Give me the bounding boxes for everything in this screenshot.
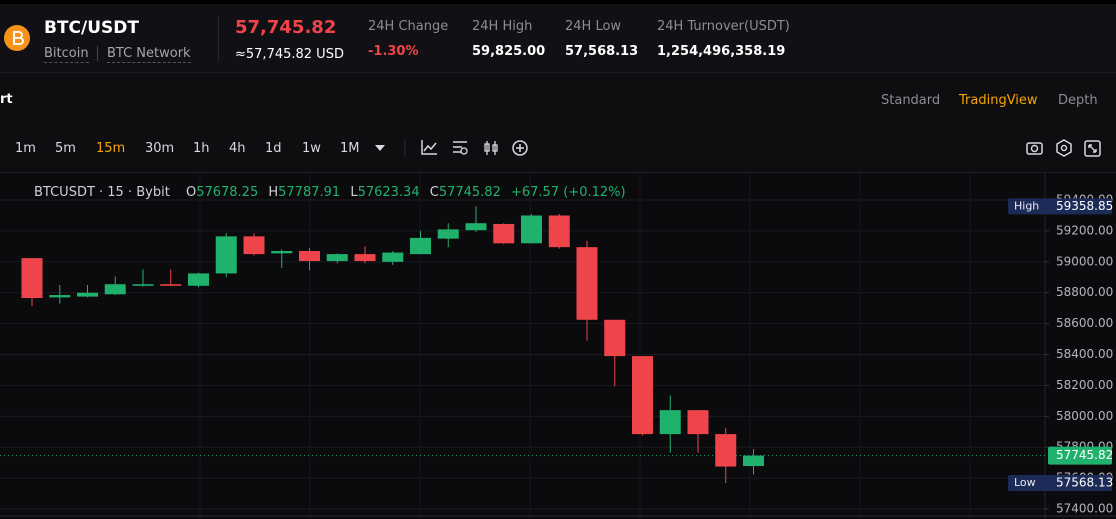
symbol: BTCUSDT · 15 · Bybit	[34, 185, 170, 200]
network-name[interactable]: BTC Network	[107, 46, 191, 63]
y-tick-label: 59200.00	[1056, 223, 1113, 237]
y-tick-label: 58000.00	[1056, 409, 1113, 423]
interval[interactable]: 15m	[96, 141, 126, 156]
candle-body	[604, 319, 626, 357]
price-tag-label: High	[1014, 199, 1039, 212]
candle-body	[465, 223, 487, 231]
ohlc-key: L	[350, 185, 358, 200]
template-icon[interactable]	[453, 141, 467, 153]
stat-label: 24H Turnover(USDT)	[657, 19, 790, 34]
candle-body	[548, 215, 570, 248]
candle-body	[410, 237, 431, 255]
chart-tab[interactable]: rt	[0, 92, 13, 107]
candle-body	[687, 410, 709, 435]
candle-icon[interactable]	[486, 141, 496, 155]
candle-body	[715, 434, 737, 467]
view-tab[interactable]: Standard	[881, 93, 941, 108]
y-tick-label: 58200.00	[1056, 378, 1113, 392]
y-tick-label: 58800.00	[1056, 285, 1113, 299]
interval[interactable]: 30m	[145, 141, 175, 156]
candle-body	[243, 236, 265, 255]
divider	[97, 46, 98, 61]
candle-body	[326, 254, 348, 262]
interval[interactable]: 4h	[229, 141, 246, 156]
ohlc-key: O	[185, 185, 197, 200]
price-tag-bg	[1008, 475, 1112, 492]
ohlc-value: 57623.34	[357, 185, 420, 200]
ohlc-value: 57745.82	[438, 185, 501, 200]
price-tag-value: 59358.85	[1056, 199, 1113, 213]
y-tick-label: 59000.00	[1056, 254, 1113, 268]
candle-body	[659, 410, 681, 435]
candle-body	[354, 254, 376, 262]
fullscreen-icon[interactable]	[1084, 140, 1101, 157]
candle-body	[271, 251, 293, 254]
stat-value: 1,254,496,358.19	[657, 44, 786, 59]
y-tick-label: 58400.00	[1056, 347, 1113, 361]
stat-label: 24H Low	[565, 19, 622, 34]
price-tag-bg	[1048, 446, 1112, 465]
candle-body	[382, 252, 404, 262]
candle-body	[521, 215, 542, 244]
chart: 57400.0057600.0057800.0058000.0058200.00…	[0, 172, 1116, 519]
stat-value: 57,568.13	[565, 44, 639, 59]
candle-body	[160, 284, 182, 286]
interval[interactable]: 1h	[193, 141, 210, 156]
stat-label: 24H High	[472, 19, 533, 34]
indicator-icon[interactable]	[421, 140, 437, 155]
ohlc-value: 57787.91	[278, 185, 341, 200]
price-usd: ≈57,745.82 USD	[235, 47, 344, 62]
price-tag-label: Low	[1014, 476, 1036, 489]
toolbar-icons	[375, 138, 1101, 158]
add-icon[interactable]	[512, 140, 528, 156]
candle-body	[188, 273, 209, 286]
candle-body	[493, 223, 515, 244]
candle-body	[632, 356, 653, 435]
candle-body	[299, 251, 320, 262]
header: BTC/USDT Bitcoin BTC Network 57,745.82 ≈…	[0, 4, 1116, 73]
dropdown-icon[interactable]	[375, 145, 385, 151]
coin-icon	[4, 25, 30, 51]
ohlc-value: 57678.25	[196, 185, 259, 200]
candle-body	[21, 258, 43, 298]
candle-body	[215, 236, 237, 274]
candle-body	[104, 284, 126, 295]
divider	[218, 16, 219, 62]
stat-label: 24H Change	[368, 19, 449, 34]
ohlc-key: H	[268, 185, 279, 200]
chart-legend: BTCUSDT · 15 · Bybit O57678.25 H57787.91…	[34, 185, 626, 200]
candle-body	[576, 247, 598, 320]
interval[interactable]: 1d	[265, 141, 282, 156]
y-tick-label: 57400.00	[1056, 502, 1113, 516]
camera-icon[interactable]	[1026, 142, 1043, 155]
coin-name[interactable]: Bitcoin	[44, 46, 89, 63]
change: +67.57 (+0.12%)	[510, 185, 626, 200]
price-tag-value: 57745.82	[1056, 448, 1113, 462]
view-tab[interactable]: TradingView	[959, 93, 1038, 108]
candle-body	[77, 292, 98, 297]
interval[interactable]: 5m	[55, 141, 76, 156]
candle-body	[437, 229, 459, 239]
candle-body	[132, 284, 154, 286]
stat-value: -1.30%	[368, 44, 419, 59]
interval[interactable]: 1m	[15, 141, 36, 156]
stat-value: 59,825.00	[472, 44, 546, 59]
top-bar	[0, 0, 1116, 4]
ohlc-key: C	[429, 185, 439, 200]
price-tag-value: 57568.13	[1056, 476, 1113, 490]
candle-body	[743, 455, 764, 467]
interval[interactable]: 1w	[302, 141, 321, 156]
interval[interactable]: 1M	[340, 141, 360, 156]
candle-body	[49, 295, 71, 298]
view-tab[interactable]: Depth	[1058, 93, 1098, 108]
settings-icon[interactable]	[1056, 139, 1072, 157]
price-tag-bg	[1008, 198, 1112, 215]
pair-name[interactable]: BTC/USDT	[44, 18, 139, 38]
y-tick-label: 58600.00	[1056, 316, 1113, 330]
last-price: 57,745.82	[235, 17, 337, 38]
